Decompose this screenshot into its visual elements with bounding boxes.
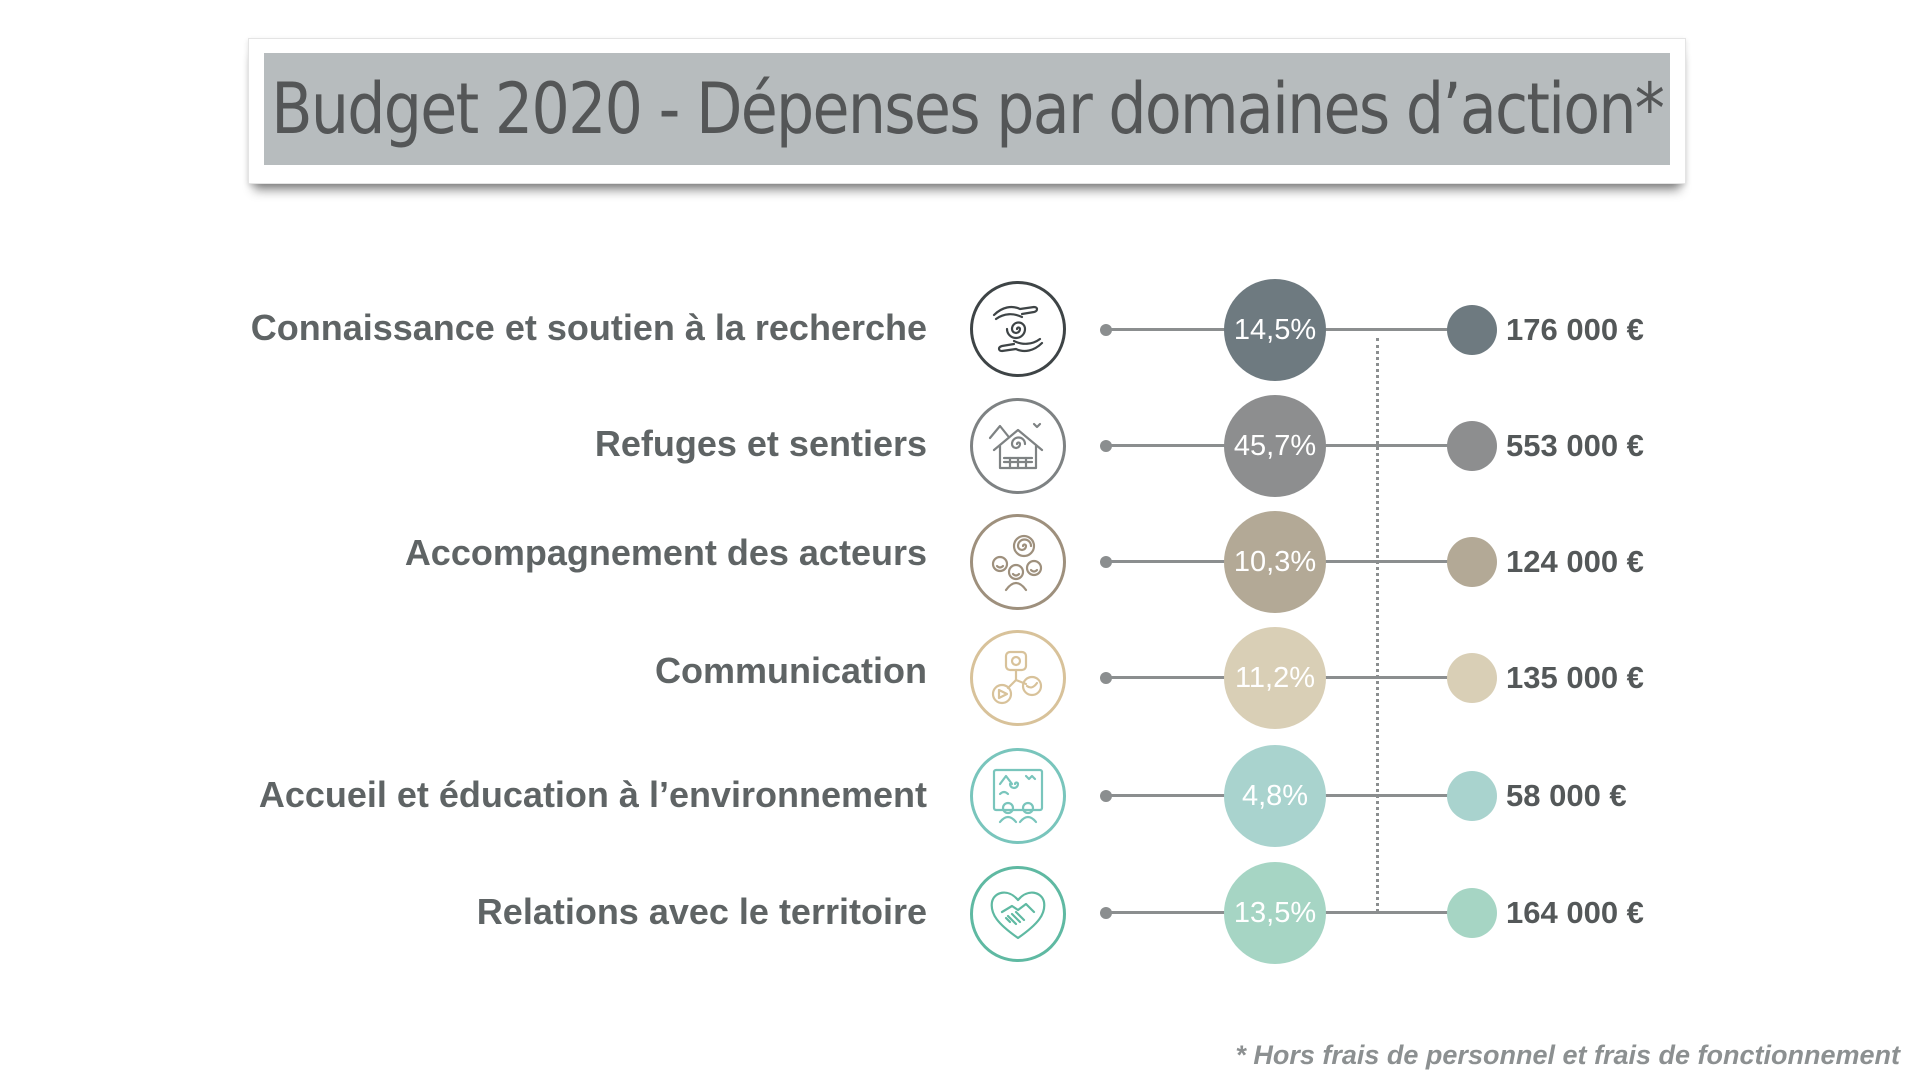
- amount-dot: [1447, 771, 1497, 821]
- amount-dot: [1447, 421, 1497, 471]
- percent-label: 4,8%: [1241, 779, 1309, 812]
- domain-label: Relations avec le territoire: [476, 891, 927, 932]
- percent-bubble: 11,2%: [1224, 627, 1326, 729]
- dotted-connector: [1376, 338, 1379, 912]
- percent-label: 11,2%: [1234, 661, 1316, 694]
- hands-spiral-icon: [970, 281, 1066, 377]
- domain-label: Refuges et sentiers: [594, 423, 927, 464]
- title-frame: Budget 2020 - Dépenses par domaines d’ac…: [248, 38, 1686, 184]
- domain-label: Accueil et éducation à l’environnement: [258, 774, 927, 815]
- education-board-icon: [970, 748, 1066, 844]
- percent-bubble: 10,3%: [1224, 511, 1326, 613]
- percent-bubble: 4,8%: [1224, 745, 1326, 847]
- title-banner: Budget 2020 - Dépenses par domaines d’ac…: [264, 53, 1670, 165]
- amount-label: 135 000 €: [1506, 660, 1644, 695]
- chart-title: Budget 2020 - Dépenses par domaines d’ac…: [271, 68, 1665, 150]
- amount-dot: [1447, 653, 1497, 703]
- percent-label: 10,3%: [1233, 545, 1317, 578]
- footnote: * Hors frais de personnel et frais de fo…: [1235, 1040, 1900, 1070]
- percent-bubble: 14,5%: [1224, 279, 1326, 381]
- percent-label: 13,5%: [1233, 896, 1317, 929]
- people-group-icon: [970, 514, 1066, 610]
- mountain-refuge-icon: [970, 398, 1066, 494]
- amount-dot: [1447, 888, 1497, 938]
- domain-label: Communication: [654, 650, 927, 691]
- amount-dot: [1447, 537, 1497, 587]
- domain-label: Connaissance et soutien à la recherche: [250, 307, 927, 348]
- percent-label: 45,7%: [1233, 429, 1317, 462]
- amount-label: 164 000 €: [1506, 895, 1644, 930]
- domain-label: Accompagnement des acteurs: [404, 532, 927, 573]
- percent-bubble: 13,5%: [1224, 862, 1326, 964]
- percent-bubble: 45,7%: [1224, 395, 1326, 497]
- heart-handshake-icon: [970, 866, 1066, 962]
- amount-label: 553 000 €: [1506, 428, 1644, 463]
- social-media-icon: [970, 630, 1066, 726]
- amount-label: 124 000 €: [1506, 544, 1644, 579]
- percent-label: 14,5%: [1233, 313, 1317, 346]
- amount-dot: [1447, 305, 1497, 355]
- amount-label: 58 000 €: [1506, 778, 1627, 813]
- amount-label: 176 000 €: [1506, 312, 1644, 347]
